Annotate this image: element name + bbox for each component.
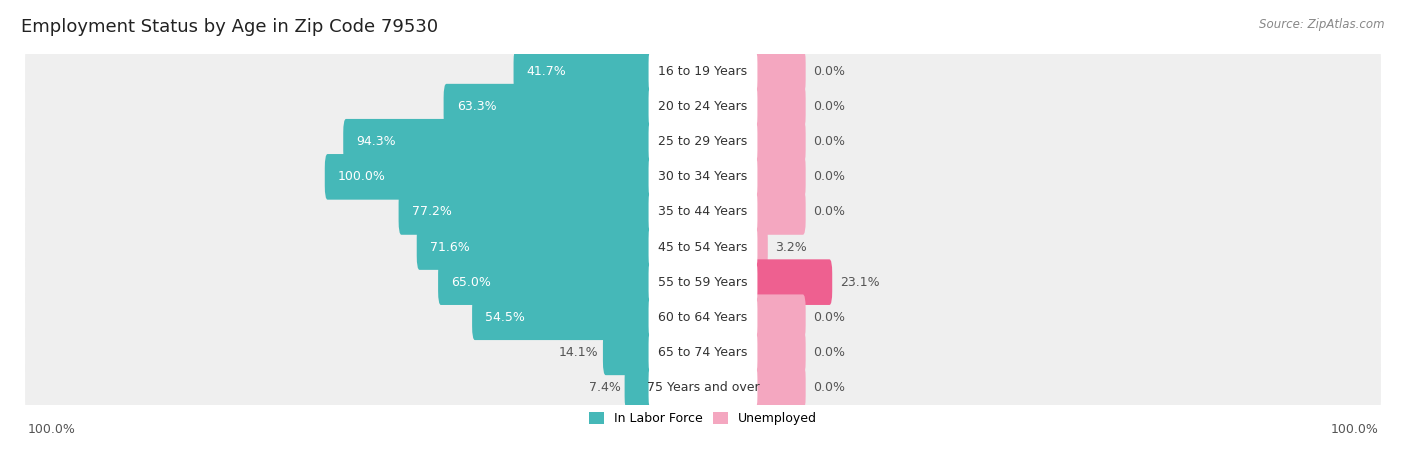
FancyBboxPatch shape	[472, 294, 654, 340]
Text: 16 to 19 Years: 16 to 19 Years	[658, 65, 748, 78]
Text: 23.1%: 23.1%	[839, 276, 879, 288]
Text: 0.0%: 0.0%	[813, 381, 845, 394]
FancyBboxPatch shape	[416, 224, 654, 270]
Text: 0.0%: 0.0%	[813, 135, 845, 148]
Text: 41.7%: 41.7%	[527, 65, 567, 78]
Text: 77.2%: 77.2%	[412, 206, 451, 218]
FancyBboxPatch shape	[603, 329, 654, 375]
Text: 71.6%: 71.6%	[430, 241, 470, 253]
FancyBboxPatch shape	[648, 84, 758, 130]
FancyBboxPatch shape	[752, 84, 806, 130]
Text: 55 to 59 Years: 55 to 59 Years	[658, 276, 748, 288]
FancyBboxPatch shape	[752, 364, 806, 410]
FancyBboxPatch shape	[25, 326, 1381, 379]
Text: 35 to 44 Years: 35 to 44 Years	[658, 206, 748, 218]
FancyBboxPatch shape	[648, 224, 758, 270]
FancyBboxPatch shape	[648, 329, 758, 375]
Text: 3.2%: 3.2%	[775, 241, 807, 253]
FancyBboxPatch shape	[398, 189, 654, 235]
Text: 0.0%: 0.0%	[813, 65, 845, 78]
Text: 14.1%: 14.1%	[560, 346, 599, 359]
FancyBboxPatch shape	[648, 154, 758, 200]
FancyBboxPatch shape	[752, 329, 806, 375]
Text: 75 Years and over: 75 Years and over	[647, 381, 759, 394]
FancyBboxPatch shape	[752, 259, 832, 305]
Text: 25 to 29 Years: 25 to 29 Years	[658, 135, 748, 148]
Text: 60 to 64 Years: 60 to 64 Years	[658, 311, 748, 324]
FancyBboxPatch shape	[752, 224, 768, 270]
FancyBboxPatch shape	[513, 49, 654, 94]
FancyBboxPatch shape	[752, 49, 806, 94]
FancyBboxPatch shape	[752, 154, 806, 200]
Text: 20 to 24 Years: 20 to 24 Years	[658, 100, 748, 113]
Text: 65.0%: 65.0%	[451, 276, 491, 288]
Text: 0.0%: 0.0%	[813, 206, 845, 218]
Text: 0.0%: 0.0%	[813, 311, 845, 324]
FancyBboxPatch shape	[624, 364, 654, 410]
Text: 54.5%: 54.5%	[485, 311, 524, 324]
FancyBboxPatch shape	[752, 189, 806, 235]
Text: 0.0%: 0.0%	[813, 346, 845, 359]
Text: 63.3%: 63.3%	[457, 100, 496, 113]
FancyBboxPatch shape	[25, 115, 1381, 168]
FancyBboxPatch shape	[25, 291, 1381, 344]
FancyBboxPatch shape	[25, 45, 1381, 98]
Text: 45 to 54 Years: 45 to 54 Years	[658, 241, 748, 253]
Text: 0.0%: 0.0%	[813, 171, 845, 183]
FancyBboxPatch shape	[25, 256, 1381, 309]
Text: 65 to 74 Years: 65 to 74 Years	[658, 346, 748, 359]
Legend: In Labor Force, Unemployed: In Labor Force, Unemployed	[583, 407, 823, 430]
Text: 100.0%: 100.0%	[1330, 423, 1378, 436]
Text: 7.4%: 7.4%	[589, 381, 620, 394]
FancyBboxPatch shape	[752, 294, 806, 340]
FancyBboxPatch shape	[25, 185, 1381, 238]
FancyBboxPatch shape	[25, 150, 1381, 203]
Text: 100.0%: 100.0%	[337, 171, 385, 183]
FancyBboxPatch shape	[439, 259, 654, 305]
FancyBboxPatch shape	[444, 84, 654, 130]
FancyBboxPatch shape	[648, 294, 758, 340]
FancyBboxPatch shape	[648, 189, 758, 235]
Text: Source: ZipAtlas.com: Source: ZipAtlas.com	[1260, 18, 1385, 31]
FancyBboxPatch shape	[752, 119, 806, 165]
FancyBboxPatch shape	[648, 259, 758, 305]
FancyBboxPatch shape	[648, 364, 758, 410]
Text: Employment Status by Age in Zip Code 79530: Employment Status by Age in Zip Code 795…	[21, 18, 439, 36]
FancyBboxPatch shape	[325, 154, 654, 200]
Text: 100.0%: 100.0%	[28, 423, 76, 436]
Text: 94.3%: 94.3%	[356, 135, 396, 148]
FancyBboxPatch shape	[648, 49, 758, 94]
Text: 0.0%: 0.0%	[813, 100, 845, 113]
Text: 30 to 34 Years: 30 to 34 Years	[658, 171, 748, 183]
FancyBboxPatch shape	[25, 361, 1381, 414]
FancyBboxPatch shape	[343, 119, 654, 165]
FancyBboxPatch shape	[25, 220, 1381, 274]
FancyBboxPatch shape	[25, 80, 1381, 133]
FancyBboxPatch shape	[648, 119, 758, 165]
